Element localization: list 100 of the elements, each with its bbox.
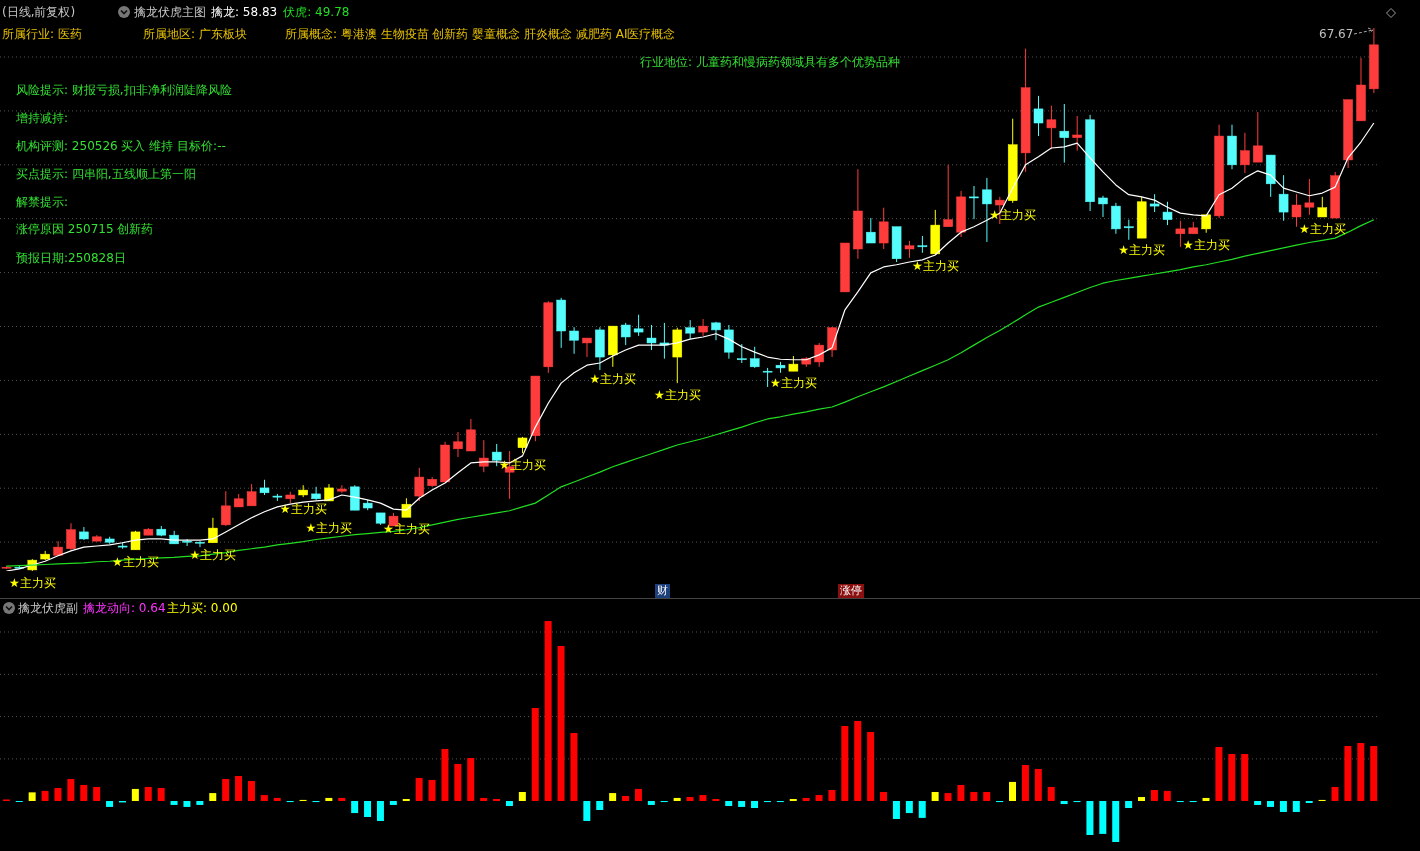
bar [325,797,333,801]
candlestick [1240,132,1250,174]
bar [80,784,88,801]
text: 擒龙动向: 0.64 [83,601,166,615]
bar [209,793,217,801]
text: ★主力买 [589,371,637,386]
bar [699,795,707,801]
candlestick [943,164,953,228]
bar [454,763,462,801]
bar [1331,786,1339,801]
bar [351,800,359,814]
bar [1138,797,1146,801]
bar [196,800,204,805]
bar [106,800,114,807]
bar [338,797,346,801]
candlestick [414,467,425,502]
bar [1150,790,1158,801]
candlestick [1072,115,1082,152]
candlestick [1046,105,1057,150]
bar [183,800,191,807]
bar [505,800,513,807]
bar [131,788,139,801]
candlestick [350,484,360,511]
candlestick [724,324,734,360]
candlestick [466,418,476,452]
text: ★主力买 [8,576,56,590]
text: ★主力买 [1182,237,1230,252]
bar [1370,745,1378,801]
bar [222,779,230,801]
chart-title: (日线,前复权) [2,5,76,19]
bar [157,788,165,801]
candlestick [582,337,592,358]
candlestick [1175,220,1186,248]
candlestick [195,540,205,548]
candlestick [1304,178,1315,216]
bar [260,795,268,801]
candlestick [1253,111,1263,163]
bar [389,800,397,805]
bar [570,732,578,801]
bar [1086,800,1094,836]
bar [673,797,681,801]
bar [609,793,617,801]
bar [67,779,75,801]
candlestick [1033,95,1044,137]
annotation: 预报日期:250828日 [16,251,126,265]
candlestick [646,324,657,351]
candlestick [633,314,644,337]
bar [944,793,952,801]
candlestick [685,319,695,340]
candlestick [878,207,889,250]
candlestick [1111,202,1121,235]
candlestick [311,486,321,501]
bar [1060,800,1068,805]
candlestick [866,217,876,244]
bar [957,784,965,801]
bar [725,800,733,807]
annotation: 解禁提示: [16,195,69,209]
bar [802,797,810,801]
candlestick [491,443,502,467]
bar [867,732,875,801]
bar [738,800,746,807]
candlestick [453,431,463,458]
candlestick [737,343,747,364]
bar [93,786,101,801]
bar [1021,764,1029,801]
bar [1344,745,1352,801]
bar [247,781,255,801]
bar [144,786,152,801]
bar [1267,800,1275,807]
text: 擒龙: 58.83 [211,5,278,19]
annotation: 风险提示: 财报亏损,扣非净利润陡降风险 [16,83,232,97]
candlestick [762,367,773,388]
bar [1163,790,1171,801]
bar [918,800,926,818]
bar [931,791,939,801]
bar [905,800,913,814]
bar [364,800,372,818]
bar [1034,768,1042,801]
candlestick [1278,174,1289,222]
bar [1241,754,1249,801]
bar [854,721,862,801]
candlestick [1317,196,1328,218]
candlestick [66,522,76,551]
text: ★主力买 [911,258,959,273]
annotation: 行业地位: 儿童药和慢病药领域具有多个优势品种 [640,55,900,69]
annotation: 机构评测: 250526 买入 维持 目标价:-- [16,139,226,153]
bar [41,790,49,801]
bar [892,800,900,819]
bar [1125,800,1133,809]
bar [54,788,62,801]
bar [441,748,449,801]
candlestick [1291,193,1302,228]
bar [170,800,178,805]
chart-subtitle: 擒龙伏虎主图 [134,5,206,19]
text: ★主力买 [770,376,817,391]
bar [828,790,836,801]
bar [1202,797,1210,801]
bar [28,792,36,801]
candlestick [208,517,218,544]
candlestick [1124,219,1134,241]
